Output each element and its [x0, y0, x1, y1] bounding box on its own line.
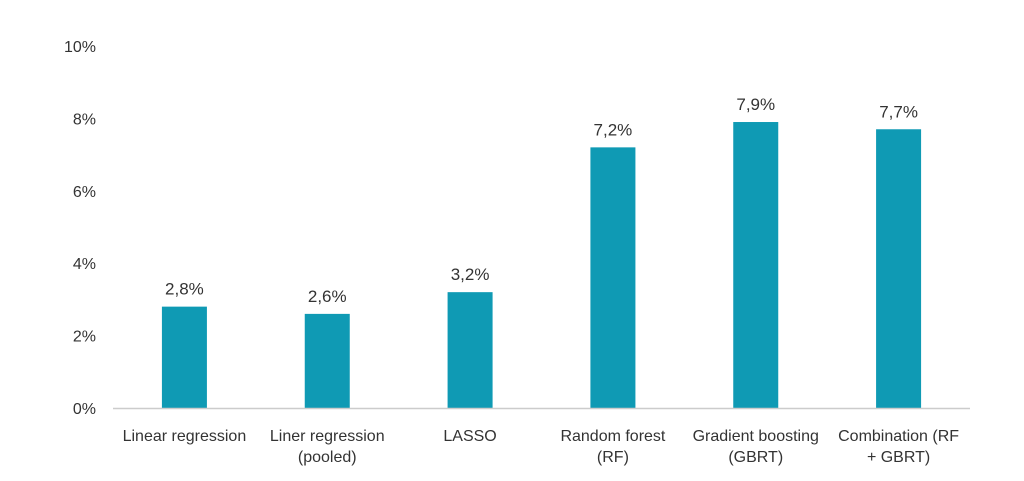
- bar: [161, 306, 207, 408]
- x-tick-label: Gradient boosting (GBRT): [693, 428, 819, 466]
- y-tick-label: 10%: [64, 39, 96, 56]
- y-tick-label: 4%: [73, 256, 96, 273]
- y-axis: 0% 2% 4% 6% 8% 10%: [64, 39, 96, 418]
- y-tick-label: 0%: [73, 401, 96, 418]
- bar: [876, 129, 922, 408]
- x-tick-label: LASSO: [443, 428, 496, 445]
- bar: [304, 313, 350, 408]
- data-label: 7,2%: [594, 120, 633, 139]
- data-label: 7,7%: [879, 102, 918, 121]
- bar: [733, 122, 779, 409]
- bar: [590, 147, 636, 409]
- bar: [447, 292, 493, 408]
- x-tick-label: Liner regression (pooled): [270, 428, 385, 466]
- value-labels-group: 2,8% 2,6% 3,2% 7,2% 7,9% 7,7%: [165, 95, 918, 306]
- y-tick-label: 8%: [73, 111, 96, 128]
- data-label: 2,8%: [165, 280, 204, 299]
- data-label: 3,2%: [451, 265, 490, 284]
- x-tick-label: Random forest (RF): [560, 428, 665, 466]
- x-tick-label: Combination (RF + GBRT): [838, 428, 959, 466]
- data-label: 7,9%: [736, 95, 775, 114]
- y-tick-label: 6%: [73, 184, 96, 201]
- data-label: 2,6%: [308, 287, 347, 306]
- x-tick-label: Linear regression: [123, 428, 247, 445]
- y-tick-label: 2%: [73, 329, 96, 346]
- x-axis: Linear regression Liner regression (pooled…: [113, 407, 970, 466]
- bars-group: [161, 122, 922, 409]
